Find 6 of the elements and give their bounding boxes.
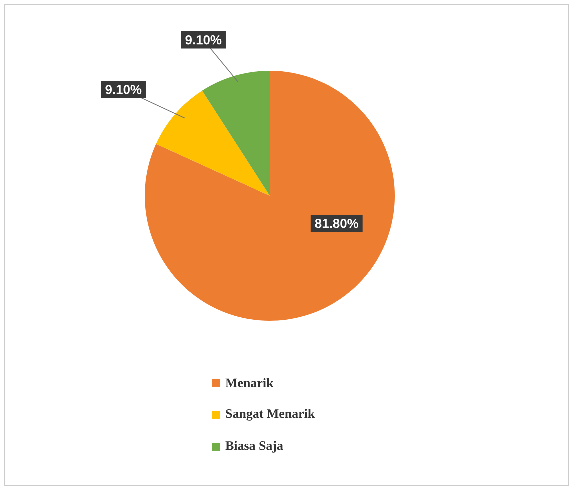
data-label: 9.10% — [186, 36, 222, 45]
legend-label: Menarik — [226, 378, 274, 388]
legend-label: Sangat Menarik — [226, 409, 316, 421]
legend-label: Biasa Saja — [226, 441, 284, 453]
data-label: 9.10% — [106, 85, 142, 94]
data-label: 81.80% — [315, 219, 358, 228]
